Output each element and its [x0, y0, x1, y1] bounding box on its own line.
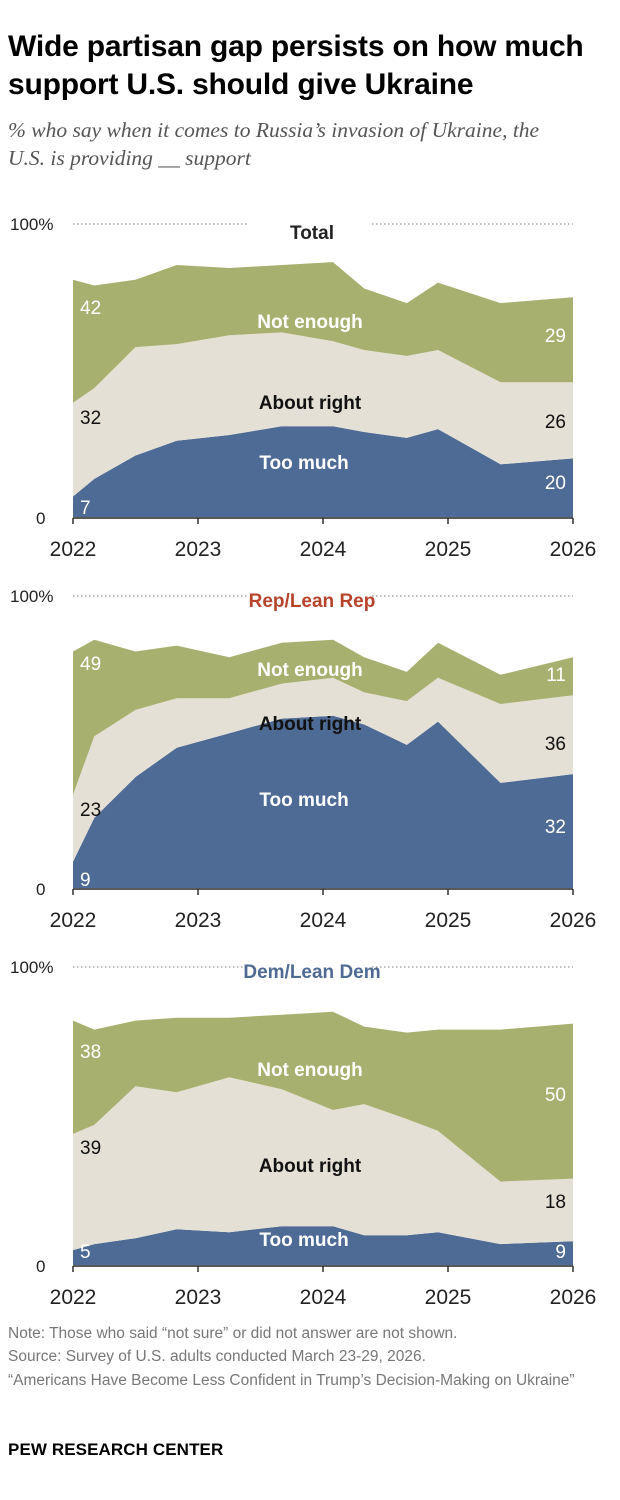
panel-dem-lean-dem-area-about-right	[73, 1077, 573, 1251]
panel-dem-lean-dem-end-value-not-enough: 50	[545, 1085, 566, 1106]
panel-dem-lean-dem-ytick-bottom: 0	[36, 1257, 45, 1276]
panel-total-xtick-2024: 2024	[300, 538, 347, 561]
panel-dem-lean-dem-xtick-2024: 2024	[300, 1286, 347, 1309]
panel-total-xtick-2026: 2026	[550, 538, 597, 561]
panel-rep-lean-rep-area-too-much	[73, 715, 573, 888]
panel-total-end-value-not-enough: 29	[545, 326, 566, 347]
panel-rep-lean-rep-xtick-2023: 2023	[175, 909, 222, 932]
panel-total-end-value-too-much: 20	[545, 473, 566, 494]
panel-rep-lean-rep-xtick-2025: 2025	[425, 909, 472, 932]
panel-dem-lean-dem-ytick-top: 100%	[10, 958, 53, 977]
chart-title: Wide partisan gap persists on how much s…	[8, 30, 584, 101]
panel-rep-lean-rep-end-value-too-much: 32	[545, 817, 566, 838]
panel-total-label-too-much: Too much	[259, 453, 348, 474]
panel-rep-lean-rep-label-too-much: Too much	[259, 790, 348, 811]
panel-total-title: Total	[290, 223, 334, 244]
panel-total-label-about-right: About right	[259, 393, 362, 414]
panel-dem-lean-dem-label-about-right: About right	[259, 1156, 362, 1177]
panel-rep-lean-rep-start-value-not-enough: 49	[80, 654, 101, 675]
panel-dem-lean-dem-xtick-2023: 2023	[175, 1286, 222, 1309]
panel-dem-lean-dem-end-value-about-right: 18	[545, 1192, 566, 1213]
panel-dem-lean-dem-end-value-too-much: 9	[555, 1242, 566, 1263]
panel-rep-lean-rep-ytick-bottom: 0	[36, 880, 45, 899]
panel-total-end-value-about-right: 26	[545, 412, 566, 433]
panel-total-xtick-2022: 2022	[50, 538, 97, 561]
panel-rep-lean-rep-xtick-2026: 2026	[550, 909, 597, 932]
panel-rep-lean-rep-area-about-right	[73, 677, 573, 862]
panel-dem-lean-dem-label-not-enough: Not enough	[257, 1060, 363, 1081]
panel-total-area-about-right	[73, 332, 573, 497]
panel-rep-lean-rep-end-value-not-enough: 11	[546, 665, 566, 686]
panel-total-start-value-about-right: 32	[80, 408, 101, 429]
panel-dem-lean-dem-start-value-too-much: 5	[80, 1242, 91, 1263]
notes-block: Note: Those who said “not sure” or did n…	[8, 1322, 608, 1392]
panel-rep-lean-rep-title: Rep/Lean Rep	[249, 591, 376, 612]
panel-total-ytick-top: 100%	[10, 215, 53, 234]
panel-rep-lean-rep-start-value-too-much: 9	[80, 870, 91, 891]
panel-total-start-value-not-enough: 42	[80, 298, 101, 319]
chart-subtitle: % who say when it comes to Russia’s inva…	[8, 118, 540, 171]
panel-total-start-value-too-much: 7	[80, 498, 91, 519]
panel-rep-lean-rep-ytick-top: 100%	[10, 587, 53, 606]
panel-rep-lean-rep-label-about-right: About right	[259, 714, 362, 735]
panel-total-area-not-enough	[73, 262, 573, 403]
report-text: “Americans Have Become Less Confident in…	[8, 1371, 575, 1389]
panel-total-label-not-enough: Not enough	[257, 312, 363, 333]
note-text: Note: Those who said “not sure” or did n…	[8, 1325, 458, 1342]
panel-total-ytick-bottom: 0	[36, 509, 45, 528]
panel-dem-lean-dem-start-value-about-right: 39	[80, 1138, 101, 1159]
panel-dem-lean-dem-start-value-not-enough: 38	[80, 1042, 101, 1063]
panel-dem-lean-dem-area-not-enough	[73, 1011, 573, 1182]
panel-dem-lean-dem-xtick-2022: 2022	[50, 1286, 97, 1309]
panel-dem-lean-dem-xtick-2025: 2025	[425, 1286, 472, 1309]
panel-total-xtick-2025: 2025	[425, 538, 472, 561]
pew-logo: PEW RESEARCH CENTER	[8, 1440, 224, 1459]
panel-total-xtick-2023: 2023	[175, 538, 222, 561]
panel-rep-lean-rep-xtick-2024: 2024	[300, 909, 347, 932]
panel-dem-lean-dem-area-too-much	[73, 1226, 573, 1265]
panel-rep-lean-rep-label-not-enough: Not enough	[257, 660, 363, 681]
panel-rep-lean-rep-end-value-about-right: 36	[545, 734, 566, 755]
panel-rep-lean-rep-area-not-enough	[73, 639, 573, 795]
panel-rep-lean-rep-start-value-about-right: 23	[80, 800, 101, 821]
panel-rep-lean-rep-xtick-2022: 2022	[50, 909, 97, 932]
panel-dem-lean-dem-label-too-much: Too much	[259, 1230, 348, 1251]
panel-dem-lean-dem-title: Dem/Lean Dem	[243, 962, 380, 983]
source-text: Source: Survey of U.S. adults conducted …	[8, 1348, 426, 1366]
panel-total-area-too-much	[73, 426, 573, 517]
panel-dem-lean-dem-xtick-2026: 2026	[550, 1286, 597, 1309]
